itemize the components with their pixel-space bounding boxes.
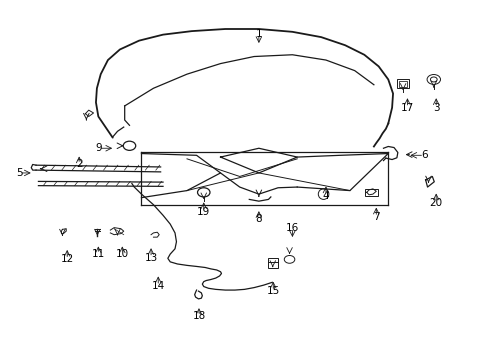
- Text: 19: 19: [197, 207, 210, 217]
- Text: 8: 8: [255, 214, 262, 224]
- Text: 4: 4: [322, 191, 328, 201]
- Bar: [365, 189, 377, 196]
- Text: 16: 16: [285, 222, 299, 233]
- Text: 3: 3: [432, 103, 439, 113]
- Text: 13: 13: [144, 253, 157, 262]
- Text: 15: 15: [266, 286, 279, 296]
- Text: 17: 17: [400, 103, 413, 113]
- Text: 11: 11: [92, 249, 105, 259]
- FancyBboxPatch shape: [399, 81, 406, 86]
- Text: 20: 20: [429, 198, 442, 208]
- Text: 9: 9: [95, 143, 102, 153]
- Ellipse shape: [318, 189, 328, 199]
- Text: 7: 7: [372, 212, 379, 222]
- Text: 6: 6: [420, 150, 427, 160]
- Text: 18: 18: [192, 311, 205, 321]
- Bar: [267, 258, 278, 268]
- FancyBboxPatch shape: [396, 79, 408, 88]
- Text: 10: 10: [116, 249, 129, 259]
- Text: 2: 2: [76, 159, 82, 169]
- Text: 5: 5: [16, 168, 22, 178]
- Text: 14: 14: [151, 281, 164, 291]
- Text: 12: 12: [61, 255, 74, 264]
- Text: 1: 1: [255, 28, 262, 39]
